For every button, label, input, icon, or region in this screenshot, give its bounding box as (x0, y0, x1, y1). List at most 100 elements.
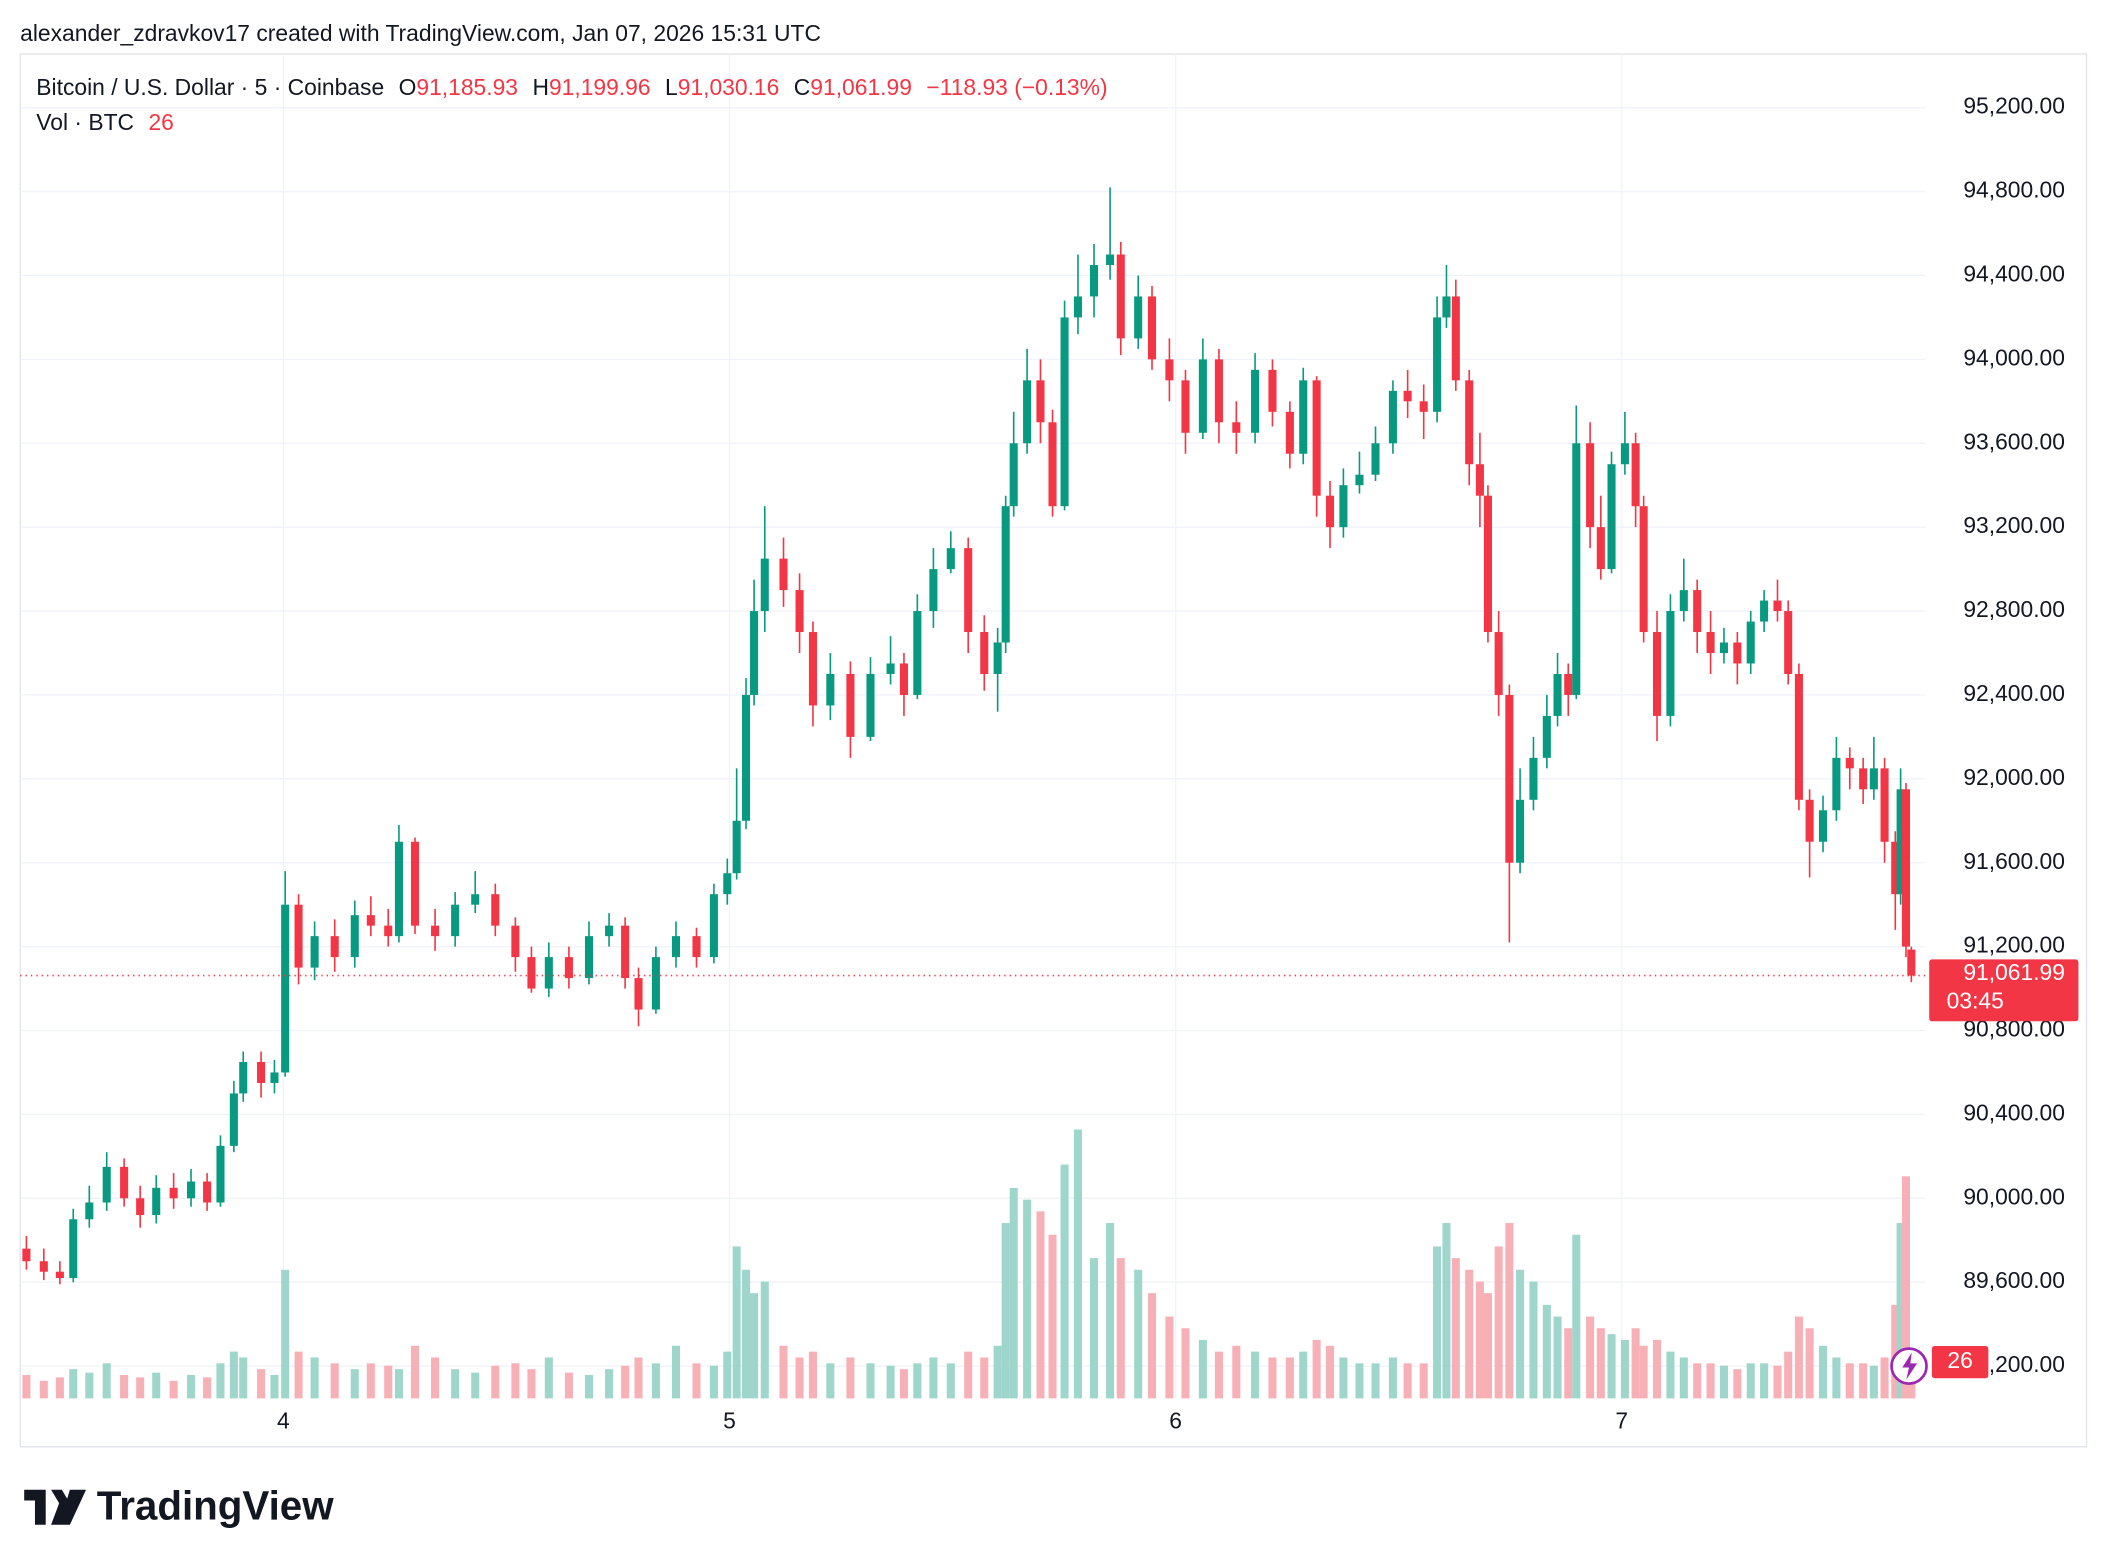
candle-body (216, 1145, 225, 1203)
candle-body (281, 904, 290, 1073)
candle-body (1339, 485, 1348, 528)
volume-bar (152, 1372, 161, 1399)
candle-body (1299, 380, 1308, 454)
volume-badge (1931, 1345, 1989, 1379)
candle-body (384, 925, 393, 937)
volume-bar (886, 1365, 895, 1399)
volume-bar (1805, 1328, 1814, 1399)
volume-bar (964, 1351, 973, 1399)
volume-bar (723, 1351, 732, 1399)
candle-body (651, 957, 660, 1010)
candle-body (1232, 422, 1241, 433)
candle-body (239, 1061, 248, 1094)
candle-body (1312, 380, 1321, 496)
candle-body (621, 925, 630, 979)
candle-body (527, 957, 536, 989)
volume-bar (1586, 1316, 1595, 1399)
volume-bar (946, 1363, 955, 1399)
candle-body (1483, 495, 1492, 633)
volume-bar (913, 1363, 922, 1399)
brand-name: TradingView (97, 1482, 334, 1528)
candle-body (886, 663, 895, 674)
volume-bar (1666, 1351, 1675, 1399)
candle-body (1285, 411, 1294, 454)
candle-body (1596, 527, 1605, 570)
volume-bar (634, 1357, 643, 1399)
y-tick-label: 91,200.00 (1963, 932, 2065, 958)
volume-bar (1285, 1357, 1294, 1399)
volume-bar (621, 1365, 630, 1399)
volume-bar (1442, 1223, 1451, 1399)
legend-row: Bitcoin / U.S. Dollar · 5 · Coinbase O91… (36, 74, 1107, 100)
candle-body (1639, 506, 1648, 633)
volume-value: 26 (148, 109, 173, 135)
volume-bar (187, 1375, 196, 1399)
volume-bar (1009, 1187, 1018, 1399)
candle-body (1869, 768, 1878, 790)
candle-body (605, 925, 614, 937)
volume-label: Vol · BTC (36, 109, 134, 135)
candle-body (511, 925, 520, 958)
volume-bar (527, 1369, 536, 1399)
volume-bar (229, 1351, 238, 1399)
change-value: −118.93 (−0.13%) (926, 74, 1107, 100)
volume-bar (1896, 1223, 1905, 1399)
attribution: alexander_zdravkov17 created with Tradin… (20, 20, 821, 46)
candle-body (1023, 380, 1032, 444)
candle-body (410, 841, 420, 926)
volume-bar (431, 1357, 440, 1399)
volume-bar (350, 1369, 359, 1399)
candle-body (1442, 296, 1451, 318)
volume-bar (1023, 1199, 1032, 1399)
volume-bar (451, 1369, 460, 1399)
candle-body (1073, 296, 1082, 318)
logo-mark (24, 1489, 87, 1525)
volume-bar (1198, 1339, 1207, 1399)
volume-bar (1001, 1223, 1010, 1399)
open-label: O (399, 74, 417, 100)
candle-body (899, 663, 908, 695)
candle-body (1451, 296, 1460, 381)
candle-body (826, 673, 835, 706)
y-tick-label: 93,200.00 (1963, 512, 2065, 538)
volume-bar (1631, 1328, 1640, 1399)
candle-body (1818, 810, 1828, 842)
volume-bar (1596, 1328, 1605, 1399)
candle-body (846, 673, 855, 737)
candle-body (1832, 757, 1841, 811)
volume-bar (709, 1365, 718, 1399)
volume-bar (1505, 1223, 1514, 1399)
volume-badge-label: 26 (1947, 1347, 1972, 1373)
volume-bar (899, 1369, 908, 1399)
volume-bar (1116, 1258, 1125, 1399)
volume-bar (846, 1357, 855, 1399)
candle-body (1572, 443, 1581, 695)
candle-body (1880, 768, 1889, 842)
volume-bar (102, 1363, 111, 1399)
volume-bar (584, 1375, 594, 1399)
volume-bar (1419, 1363, 1428, 1399)
candle-body (544, 957, 553, 989)
volume-bar (544, 1357, 553, 1399)
volume-bar (993, 1345, 1002, 1399)
candle-body (1542, 715, 1551, 758)
volume-bar (1355, 1363, 1364, 1399)
y-tick-label: 92,000.00 (1963, 764, 2065, 790)
volume-bar (1089, 1258, 1099, 1399)
countdown-label: 03:45 (1947, 987, 2004, 1013)
candle-body (1001, 506, 1010, 643)
candle-body (913, 611, 922, 695)
candle-body (1733, 642, 1742, 664)
volume-bar (257, 1369, 266, 1399)
volume-bar (366, 1363, 375, 1399)
volume-bar (1845, 1363, 1854, 1399)
candle-body (1371, 443, 1380, 475)
volume-bar (55, 1377, 64, 1399)
candle-body (394, 841, 403, 937)
candle-body (1794, 673, 1803, 800)
volume-bar (1901, 1176, 1911, 1399)
volume-bar (1403, 1363, 1412, 1399)
volume-bar (85, 1372, 94, 1399)
volume-bar (1784, 1351, 1793, 1399)
